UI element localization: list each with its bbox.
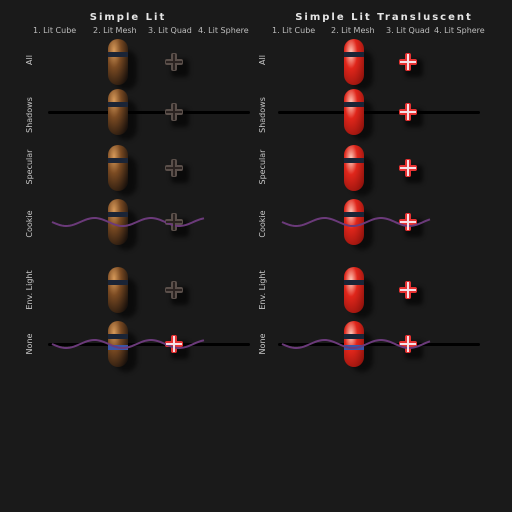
lit-quad-cross-sprite [399, 281, 417, 299]
column-header-lit-quad: 3. Lit Quad [148, 26, 192, 35]
cross-stripe [400, 61, 416, 63]
wave-path [51, 338, 205, 350]
shadow-caster-bar [278, 111, 480, 114]
lit-mesh-sprite [108, 145, 128, 191]
lit-quad-cross-sprite [165, 335, 183, 353]
wave-path [281, 338, 431, 350]
mesh-stripe [344, 158, 364, 163]
lit-mesh-sprite [108, 267, 128, 313]
wave-path [281, 216, 431, 228]
wave-path [51, 216, 205, 228]
column-header-lit-sphere: 4. Lit Sphere [198, 26, 249, 35]
row-label-shadows: Shadows [258, 97, 267, 133]
row-label-all: All [25, 55, 34, 65]
mesh-stripe [344, 212, 364, 217]
cross-stripe [166, 61, 182, 63]
lit-quad-cross-sprite [165, 103, 183, 121]
column-header-lit-mesh: 2. Lit Mesh [93, 26, 137, 35]
lit-quad-cross-sprite [165, 159, 183, 177]
cross-stripe [400, 343, 416, 345]
column-header-lit-cube: 1. Lit Cube [33, 26, 77, 35]
column-header-lit-cube: 1. Lit Cube [272, 26, 316, 35]
mesh-stripe [344, 52, 364, 57]
column-header-lit-quad: 3. Lit Quad [386, 26, 430, 35]
cross-stripe [400, 289, 416, 291]
row-label-env-light: Env. Light [258, 270, 267, 310]
lit-quad-cross-sprite [399, 159, 417, 177]
lit-quad-cross-sprite [399, 53, 417, 71]
row-label-none: None [25, 333, 34, 355]
lit-quad-cross-sprite [399, 103, 417, 121]
cookie-wave-line [51, 216, 205, 228]
cross-stripe [166, 343, 182, 345]
row-label-cookie: Cookie [258, 210, 267, 238]
shadow-caster-bar [48, 343, 250, 346]
lit-quad-cross-sprite [399, 335, 417, 353]
lit-mesh-sprite [108, 89, 128, 135]
mesh-stripe [108, 334, 128, 339]
lit-mesh-sprite [344, 39, 364, 85]
cookie-wave-line [51, 338, 205, 350]
column-header-lit-mesh: 2. Lit Mesh [331, 26, 375, 35]
row-label-cookie: Cookie [25, 210, 34, 238]
lit-mesh-sprite [344, 267, 364, 313]
mesh-stripe [108, 212, 128, 217]
lit-mesh-sprite [344, 89, 364, 135]
panel-title: Simple Lit [89, 12, 167, 23]
panel-simple-lit: Simple Lit 1. Lit Cube 2. Lit Mesh 3. Li… [0, 0, 256, 380]
lit-mesh-sprite [344, 145, 364, 191]
mesh-stripe [108, 52, 128, 57]
row-label-specular: Specular [258, 149, 267, 185]
cookie-wave-line [281, 338, 431, 350]
lit-quad-cross-sprite [165, 53, 183, 71]
panel-simple-lit-transluscent: Simple Lit Transluscent 1. Lit Cube 2. L… [256, 0, 512, 380]
shadow-caster-bar [48, 111, 250, 114]
lit-mesh-sprite [108, 199, 128, 245]
row-label-shadows: Shadows [25, 97, 34, 133]
column-header-lit-sphere: 4. Lit Sphere [434, 26, 485, 35]
lit-mesh-sprite [344, 199, 364, 245]
cross-stripe [400, 167, 416, 169]
lit-quad-cross-sprite [165, 213, 183, 231]
row-label-none: None [258, 333, 267, 355]
cookie-wave-line [281, 216, 431, 228]
cross-stripe [166, 167, 182, 169]
panel-title: Simple Lit Transluscent [295, 12, 473, 23]
mesh-stripe [344, 102, 364, 107]
mesh-stripe [108, 102, 128, 107]
row-label-env-light: Env. Light [25, 270, 34, 310]
mesh-stripe [108, 158, 128, 163]
cross-stripe [166, 289, 182, 291]
cross-stripe [400, 221, 416, 223]
lit-quad-cross-sprite [165, 281, 183, 299]
row-label-specular: Specular [25, 149, 34, 185]
mesh-stripe [344, 334, 364, 339]
row-label-all: All [258, 55, 267, 65]
mesh-stripe [108, 280, 128, 285]
cross-stripe [166, 221, 182, 223]
lit-mesh-sprite [108, 39, 128, 85]
mesh-stripe [344, 280, 364, 285]
shadow-caster-bar [278, 343, 480, 346]
lit-quad-cross-sprite [399, 213, 417, 231]
cross-stripe [166, 111, 182, 113]
cross-stripe [400, 111, 416, 113]
